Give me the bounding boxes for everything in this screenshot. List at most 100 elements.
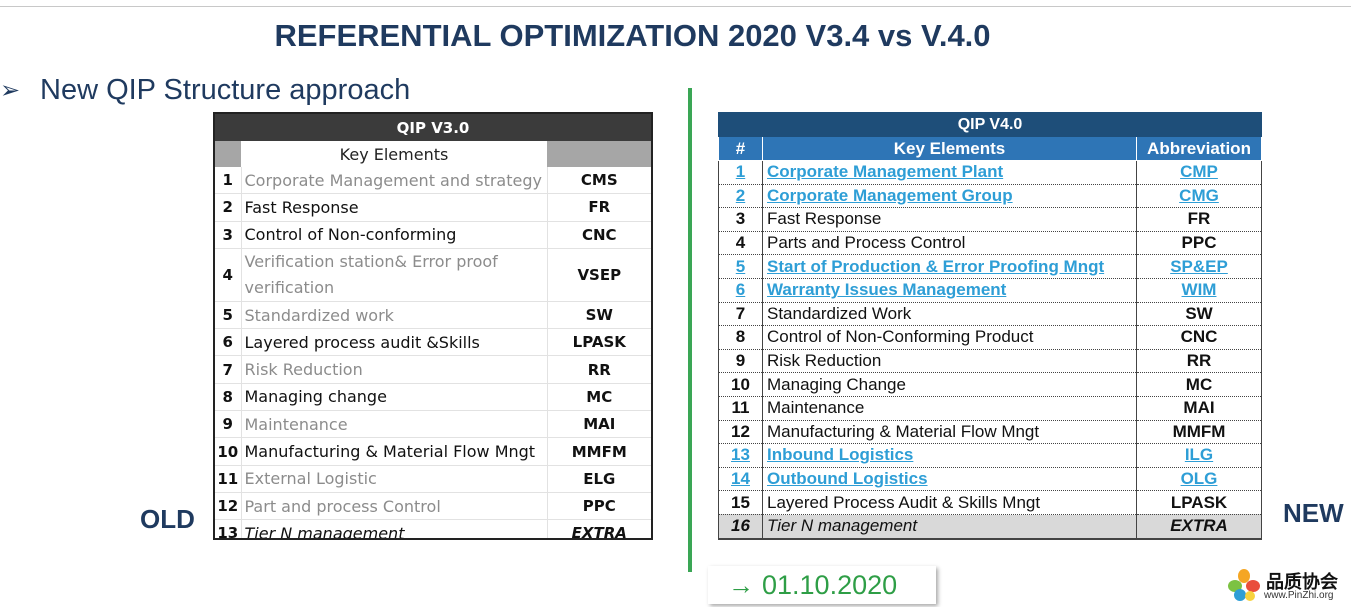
new-row-abbr: MC	[1136, 372, 1263, 397]
new-row-num: 7	[718, 302, 763, 327]
new-row-num[interactable]: 2	[718, 184, 763, 209]
new-row-abbr[interactable]: CMP	[1136, 160, 1263, 185]
old-table-row: 1 Corporate Management and strategy CMS	[215, 167, 651, 195]
new-row-element: Managing Change	[762, 372, 1137, 397]
new-table-row: 5 Start of Production & Error Proofing Mn…	[718, 254, 1263, 279]
old-row-abbr: VSEP	[547, 248, 651, 302]
new-table-row: 11 Maintenance MAI	[718, 396, 1263, 421]
old-row-num: 9	[215, 410, 241, 439]
right-arrow-icon: →	[728, 569, 754, 600]
old-table-row: 4 Verification station& Error proof verif…	[215, 248, 651, 302]
new-row-element: Tier N management	[762, 514, 1137, 540]
old-row-abbr: ELG	[547, 465, 651, 493]
old-row-abbr: PPC	[547, 492, 651, 521]
pinzhi-logo-icon	[1228, 569, 1260, 601]
old-row-abbr: MC	[547, 383, 651, 412]
new-table-row: 15 Layered Process Audit & Skills Mngt LP…	[718, 490, 1263, 515]
old-row-num: 5	[215, 301, 241, 330]
old-row-num: 4	[215, 248, 241, 302]
old-row-element: Standardized work	[240, 301, 548, 330]
new-table-row: 8 Control of Non-Conforming Product CNC	[718, 325, 1263, 350]
old-label: OLD	[140, 504, 195, 534]
new-row-element: Fast Response	[762, 207, 1137, 232]
new-row-abbr: LPASK	[1136, 490, 1263, 515]
new-row-num[interactable]: 14	[718, 467, 763, 492]
new-row-element[interactable]: Inbound Logistics	[762, 443, 1137, 468]
old-row-abbr: CMS	[547, 167, 651, 195]
new-row-abbr: SW	[1136, 302, 1263, 327]
new-row-num: 8	[718, 325, 763, 350]
new-row-num[interactable]: 6	[718, 278, 763, 303]
old-row-abbr: RR	[547, 355, 651, 384]
new-row-element: Parts and Process Control	[762, 231, 1137, 256]
old-row-num: 1	[215, 167, 241, 195]
new-row-element[interactable]: Corporate Management Group	[762, 184, 1137, 209]
new-table-row: 14 Outbound Logistics OLG	[718, 467, 1263, 492]
new-row-abbr[interactable]: SP&EP	[1136, 254, 1263, 279]
new-row-num[interactable]: 1	[718, 160, 763, 185]
old-table-row: 13 Tier N management EXTRA	[215, 519, 651, 538]
new-row-num: 10	[718, 372, 763, 397]
old-row-num: 6	[215, 328, 241, 357]
old-row-num: 11	[215, 465, 241, 493]
slide-title: REFERENTIAL OPTIMIZATION 2020 V3.4 vs V.…	[274, 18, 991, 53]
old-table-header-row: Key Elements	[215, 141, 651, 167]
new-table-row: 10 Managing Change MC	[718, 372, 1263, 397]
date-text: 01.10.2020	[762, 569, 898, 600]
old-table-row: 3 Control of Non-conforming CNC	[215, 221, 651, 249]
new-row-num[interactable]: 13	[718, 443, 763, 468]
new-row-abbr: PPC	[1136, 231, 1263, 256]
new-header-num: #	[718, 136, 763, 161]
new-table-row: 4 Parts and Process Control PPC	[718, 231, 1263, 256]
new-table-grid: QIP V4.0 # Key Elements Abbreviation 1 Co…	[717, 112, 1263, 540]
old-row-element: Verification station& Error proof verifi…	[240, 248, 548, 302]
new-row-element[interactable]: Start of Production & Error Proofing Mng…	[762, 254, 1137, 279]
old-table-row: 7 Risk Reduction RR	[215, 355, 651, 384]
new-label: NEW	[1283, 498, 1344, 528]
old-row-num: 10	[215, 437, 241, 466]
new-table-title-row: QIP V4.0	[717, 112, 1263, 137]
arrow-bullet-icon: ➢	[0, 76, 21, 104]
new-row-num: 16	[718, 514, 763, 540]
new-row-element[interactable]: Warranty Issues Management	[762, 278, 1137, 303]
old-table-row: 11 External Logistic ELG	[215, 465, 651, 493]
new-row-element[interactable]: Outbound Logistics	[762, 467, 1137, 492]
subtitle-row: ➢ New QIP Structure approach	[0, 70, 410, 110]
new-row-element: Control of Non-Conforming Product	[762, 325, 1137, 350]
new-row-element: Manufacturing & Material Flow Mngt	[762, 420, 1137, 445]
green-divider	[688, 88, 692, 572]
new-row-num: 12	[718, 420, 763, 445]
new-row-num: 3	[718, 207, 763, 232]
new-table-row: 9 Risk Reduction RR	[718, 349, 1263, 374]
new-table-row: 7 Standardized Work SW	[718, 302, 1263, 327]
old-row-element: Corporate Management and strategy	[240, 167, 548, 195]
old-row-element: External Logistic	[240, 465, 548, 493]
new-row-abbr[interactable]: ILG	[1136, 443, 1263, 468]
old-table-title: QIP V3.0	[215, 114, 651, 141]
new-table-row: 13 Inbound Logistics ILG	[718, 443, 1263, 468]
new-row-element: Maintenance	[762, 396, 1137, 421]
old-table-row: 8 Managing change MC	[215, 383, 651, 412]
new-table-row: 16 Tier N management EXTRA	[718, 514, 1263, 540]
new-row-num: 15	[718, 490, 763, 515]
new-row-element: Layered Process Audit & Skills Mngt	[762, 490, 1137, 515]
new-row-element[interactable]: Corporate Management Plant	[762, 160, 1137, 185]
old-row-abbr: FR	[547, 193, 651, 222]
new-row-abbr[interactable]: OLG	[1136, 467, 1263, 492]
old-row-element: Maintenance	[240, 410, 548, 439]
logo-cn-text: 品质协会	[1266, 572, 1338, 593]
top-rule	[0, 6, 1351, 7]
pinzhi-logo[interactable]: 品质协会 www.PinZhi.org	[1226, 566, 1348, 604]
old-row-abbr: SW	[547, 301, 651, 330]
new-table-row: 12 Manufacturing & Material Flow Mngt MMFM	[718, 420, 1263, 445]
new-header-elements: Key Elements	[762, 136, 1137, 161]
old-row-num: 3	[215, 221, 241, 249]
new-row-abbr: EXTRA	[1136, 514, 1263, 540]
old-table-row: 10 Manufacturing & Material Flow Mngt MMFM	[215, 437, 651, 466]
old-row-abbr: EXTRA	[547, 519, 651, 538]
new-table-title: QIP V4.0	[717, 112, 1263, 137]
new-row-abbr[interactable]: WIM	[1136, 278, 1263, 303]
old-row-abbr: MMFM	[547, 437, 651, 466]
new-row-abbr[interactable]: CMG	[1136, 184, 1263, 209]
new-row-num[interactable]: 5	[718, 254, 763, 279]
